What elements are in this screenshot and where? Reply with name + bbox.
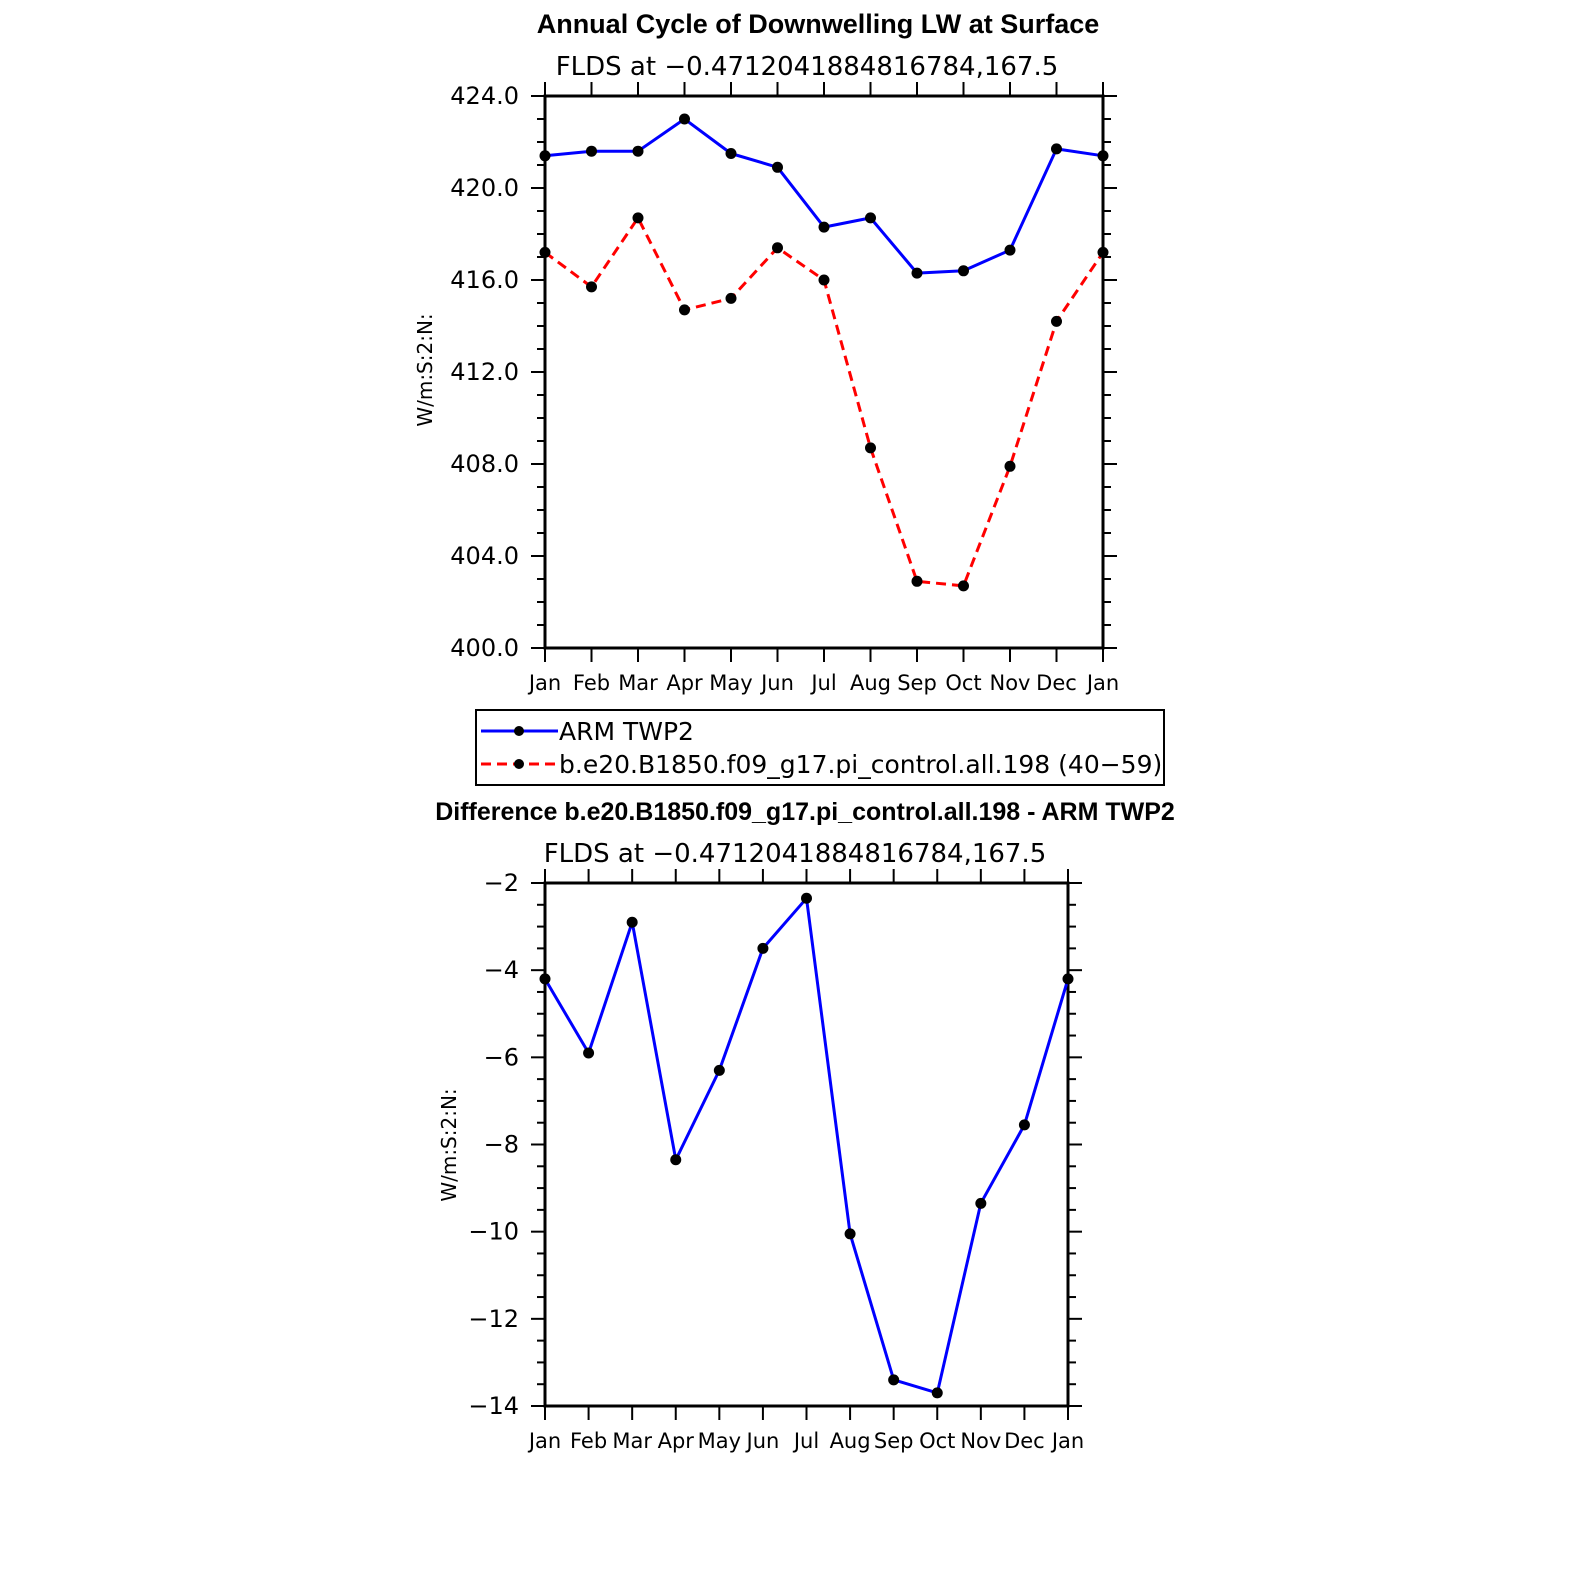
- data-point: [975, 1197, 987, 1209]
- y-tick-label: 424.0: [450, 82, 519, 110]
- y-tick-label: 412.0: [450, 358, 519, 386]
- y-tick-label: 404.0: [450, 542, 519, 570]
- data-point: [888, 1374, 900, 1386]
- chart2-title: Difference b.e20.B1850.f09_g17.pi_contro…: [435, 798, 1175, 826]
- data-point: [632, 212, 644, 224]
- data-point: [757, 942, 769, 954]
- data-point: [586, 281, 597, 293]
- data-point: [1004, 460, 1016, 472]
- x-tick-label: Apr: [666, 671, 703, 695]
- data-point: [865, 212, 876, 224]
- x-tick-label: Jul: [809, 671, 836, 695]
- x-tick-label: Nov: [960, 1429, 1001, 1453]
- x-tick-label: Oct: [919, 1429, 955, 1453]
- chart1-subtitle: FLDS at −0.4712041884816784,167.5: [556, 52, 1059, 82]
- data-point: [818, 274, 830, 286]
- data-point: [725, 148, 737, 159]
- x-tick-label: May: [698, 1429, 741, 1453]
- data-point: [539, 246, 551, 258]
- x-tick-label: Jan: [1050, 1429, 1084, 1453]
- x-tick-label: Dec: [1004, 1429, 1045, 1453]
- legend-marker-model: [514, 759, 524, 769]
- x-tick-label: Oct: [945, 671, 981, 695]
- x-tick-label: Jan: [1085, 671, 1119, 695]
- data-point: [1062, 973, 1074, 985]
- x-tick-label: Jun: [745, 1429, 780, 1453]
- x-tick-label: May: [709, 671, 752, 695]
- y-tick-label: −14: [468, 1392, 519, 1420]
- data-point: [586, 145, 597, 157]
- chart2-ylabel: W/m:S:2:N:: [437, 1088, 461, 1201]
- x-tick-label: Mar: [618, 671, 658, 695]
- chart2-subtitle: FLDS at −0.4712041884816784,167.5: [544, 839, 1047, 869]
- y-tick-label: 408.0: [450, 450, 519, 478]
- data-point: [865, 442, 876, 454]
- series-line: [544, 117, 1104, 275]
- y-tick-label: −12: [468, 1305, 519, 1333]
- data-point: [958, 580, 969, 592]
- x-tick-label: Jan: [527, 1429, 561, 1453]
- data-point: [911, 575, 923, 587]
- x-tick-label: Feb: [570, 1429, 607, 1453]
- data-point: [539, 973, 551, 985]
- x-tick-label: Aug: [830, 1429, 871, 1453]
- data-point: [539, 150, 551, 162]
- y-tick-label: 416.0: [450, 266, 519, 294]
- data-point: [1097, 150, 1109, 162]
- series-line: [544, 216, 1105, 588]
- data-point: [818, 221, 830, 233]
- data-point: [1051, 315, 1062, 327]
- plot-frame: [543, 94, 1105, 650]
- data-point: [772, 242, 783, 254]
- data-point: [931, 1387, 943, 1399]
- legend-box: [475, 709, 1165, 786]
- y-tick-label: −4: [484, 956, 519, 984]
- x-tick-label: Jul: [792, 1429, 819, 1453]
- x-tick-label: Mar: [612, 1429, 652, 1453]
- data-point: [801, 892, 812, 904]
- chart1-plot: 400.0 404.0 408.0 412.0 416.0 420.0 424.0 Jan Fe…: [450, 82, 1119, 695]
- legend-label-model: b.e20.B1850.f09_g17.pi_control.all.198 (…: [559, 750, 1162, 779]
- chart1-legend: ARM TWP2 b.e20.B1850.f09_g17.pi_control.…: [475, 709, 1165, 786]
- x-tick-label: Nov: [990, 671, 1031, 695]
- legend-label-arm: ARM TWP2: [559, 717, 694, 746]
- x-tick-label: Sep: [874, 1429, 914, 1453]
- data-point: [626, 916, 638, 928]
- data-point: [772, 161, 783, 173]
- data-point: [713, 1064, 725, 1076]
- x-tick-label: Sep: [897, 671, 937, 695]
- data-point: [583, 1047, 595, 1059]
- x-tick-label: Feb: [573, 671, 610, 695]
- y-tick-label: −6: [484, 1043, 519, 1071]
- data-point: [1051, 143, 1062, 155]
- data-point: [679, 304, 690, 316]
- y-tick-label: 420.0: [450, 174, 519, 202]
- data-point: [1018, 1119, 1030, 1131]
- y-tick-label: 400.0: [450, 634, 519, 662]
- data-point: [725, 292, 737, 304]
- chart2-plot: −14 −12 −10 −8 −6 −4 −2 Jan Feb Mar Apr May Jun Jul Au…: [468, 869, 1084, 1453]
- x-tick-label: Jun: [759, 671, 794, 695]
- chart1-title: Annual Cycle of Downwelling LW at Surfac…: [537, 9, 1100, 39]
- y-tick-label: −10: [468, 1218, 519, 1246]
- x-tick-label: Dec: [1036, 671, 1077, 695]
- y-tick-label: −2: [484, 869, 519, 897]
- data-point: [1004, 244, 1016, 256]
- plot-frame: [543, 881, 1070, 1408]
- data-point: [670, 1154, 682, 1166]
- x-tick-label: Apr: [658, 1429, 695, 1453]
- data-point: [1097, 246, 1109, 258]
- data-point: [844, 1228, 856, 1240]
- x-tick-label: Aug: [850, 671, 891, 695]
- data-point: [679, 113, 690, 125]
- series-line: [543, 896, 1070, 1395]
- data-point: [958, 265, 969, 277]
- x-tick-label: Jan: [527, 671, 561, 695]
- data-point: [632, 145, 644, 157]
- chart1-ylabel: W/m:S:2:N:: [413, 313, 437, 426]
- legend-marker-arm: [514, 726, 524, 736]
- data-point: [911, 267, 923, 279]
- y-tick-label: −8: [484, 1131, 519, 1159]
